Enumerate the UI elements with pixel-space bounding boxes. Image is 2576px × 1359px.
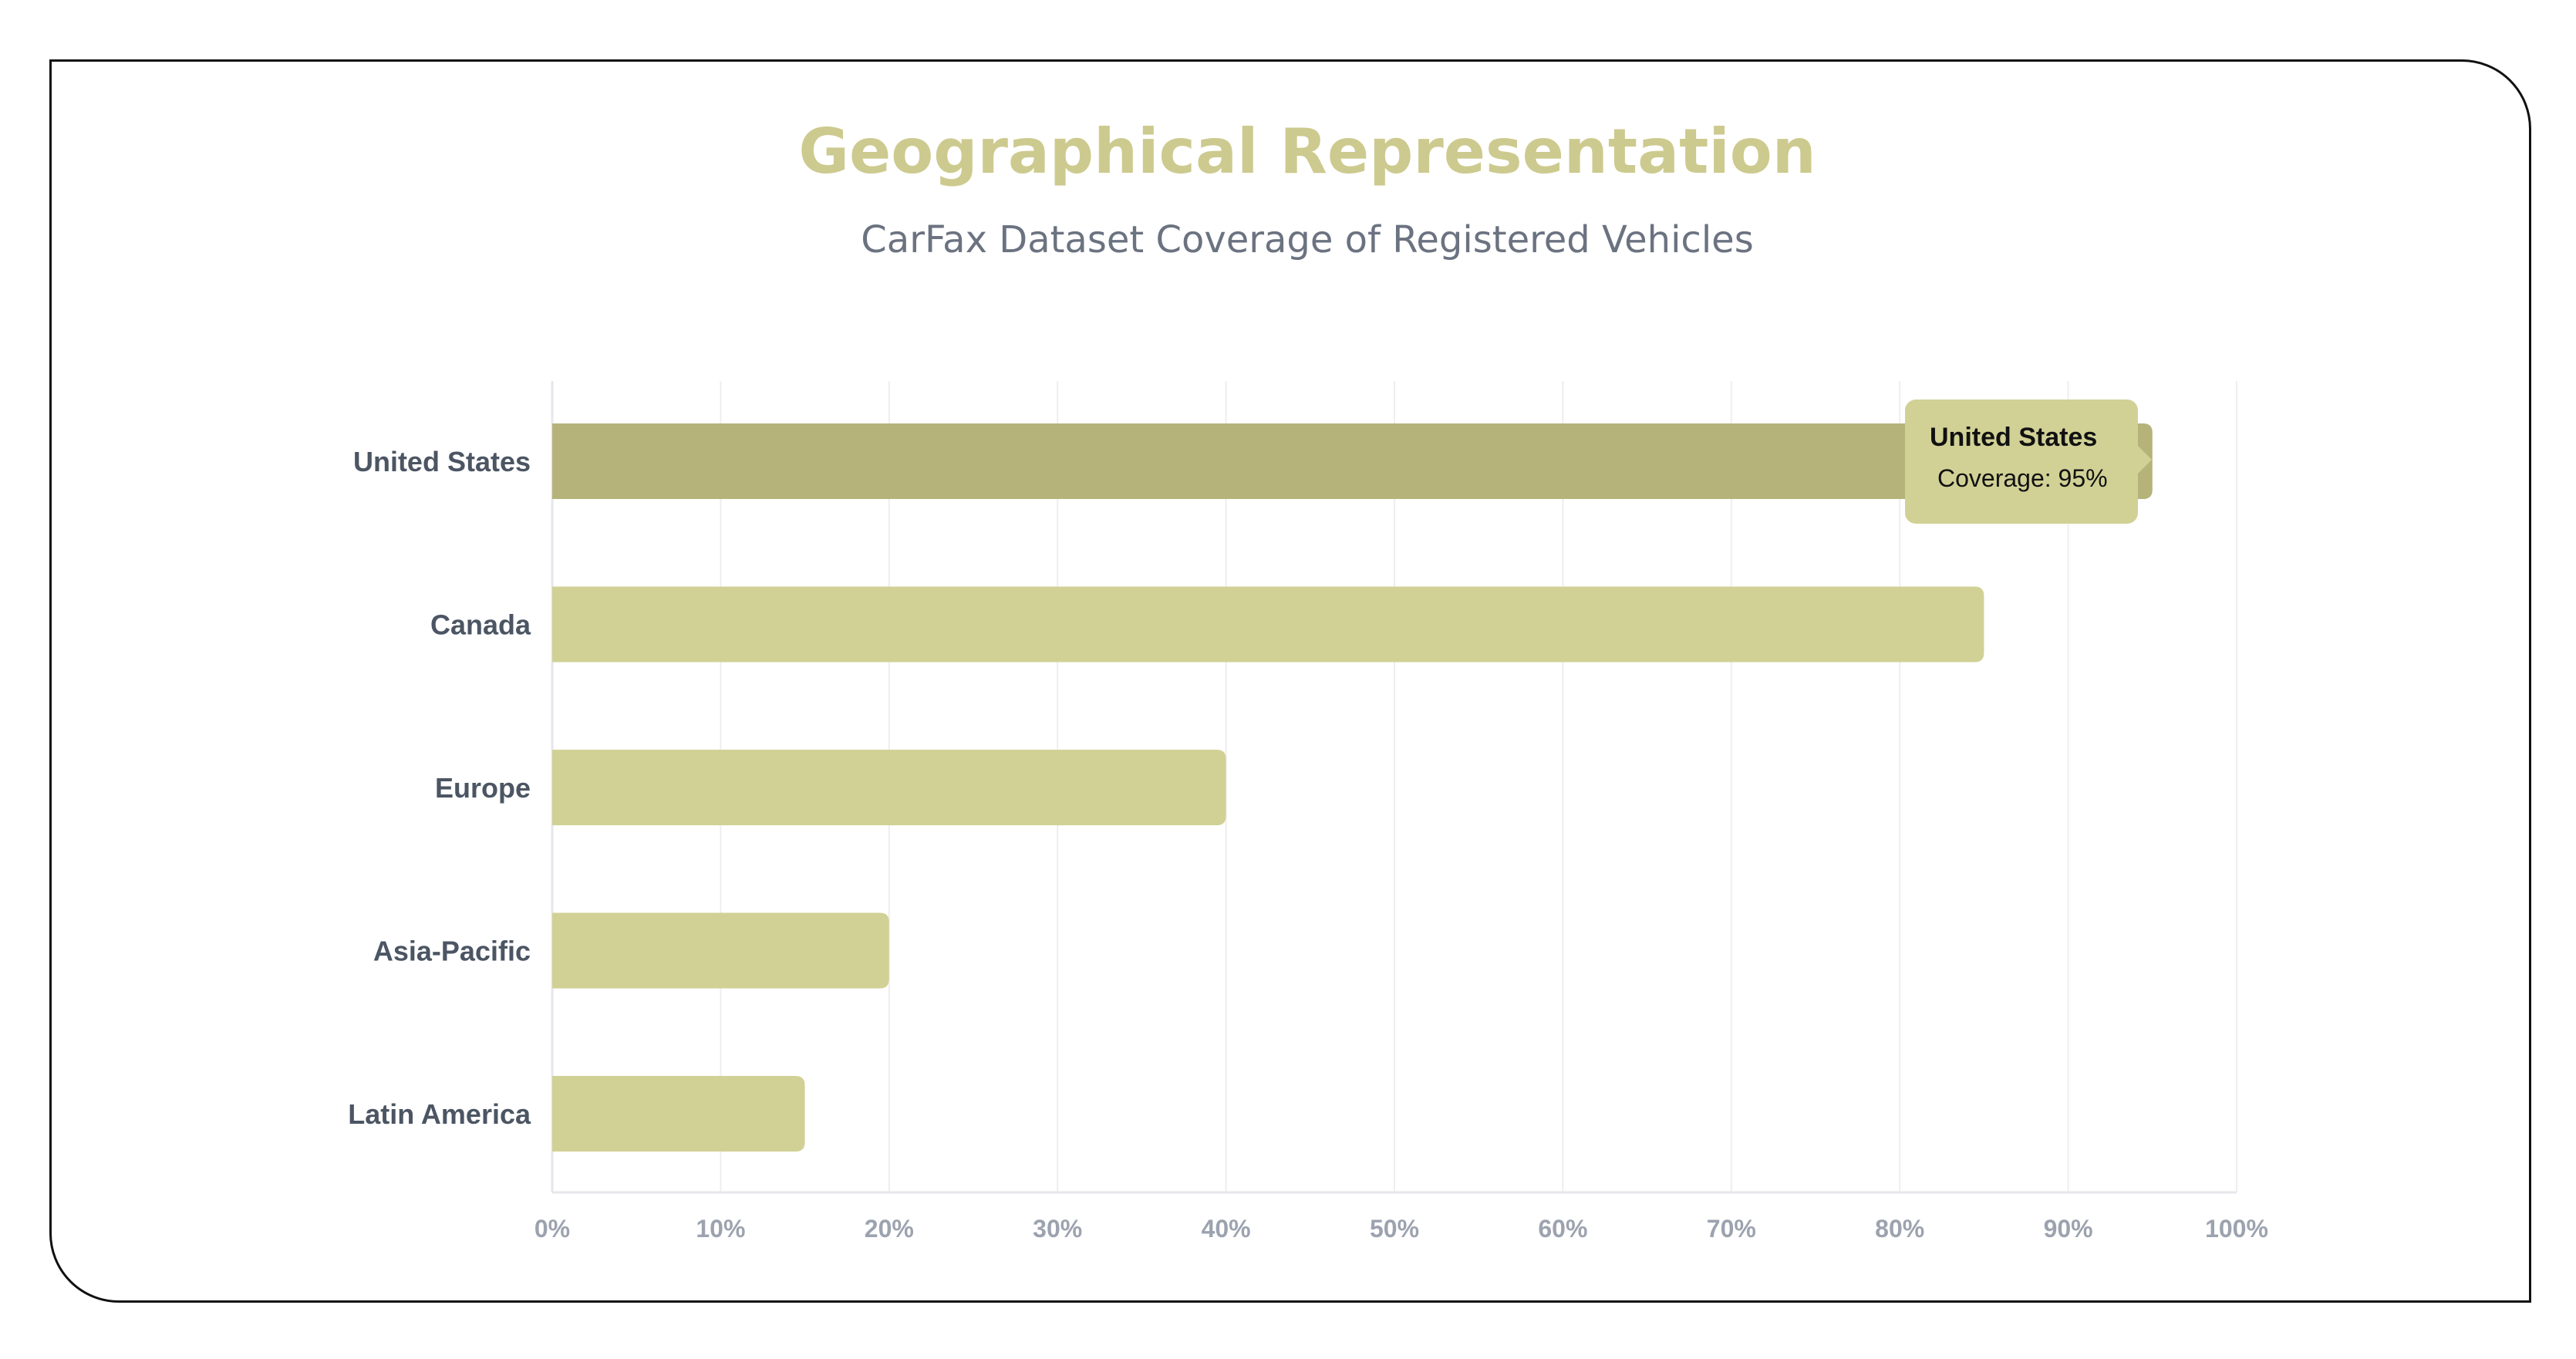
bar-latin-america — [552, 1076, 805, 1152]
category-labels: United States Canada Europe Asia-Pacific Lat… — [348, 446, 531, 1130]
x-tick-label: 100% — [2205, 1215, 2268, 1243]
x-tick-label: 70% — [1707, 1215, 1756, 1243]
x-tick-label: 20% — [865, 1215, 914, 1243]
category-label: United States — [353, 446, 531, 477]
x-tick-label: 50% — [1370, 1215, 1419, 1243]
tooltip-title: United States — [1930, 423, 2098, 452]
x-tick-label: 90% — [2044, 1215, 2093, 1243]
x-tick-label: 80% — [1875, 1215, 1924, 1243]
x-tick-label: 40% — [1202, 1215, 1251, 1243]
tooltip-body: Coverage: 95% — [1937, 464, 2108, 492]
bar-europe — [552, 750, 1226, 825]
category-label: Canada — [430, 609, 531, 641]
category-label: Asia-Pacific — [373, 936, 531, 967]
tooltip-arrow — [2138, 446, 2152, 474]
x-axis-ticks: 0% 10% 20% 30% 40% 50% 60% 70% 80% 90% 100% — [534, 1215, 2268, 1243]
chart-card — [49, 59, 2531, 1303]
chart-subtitle: CarFax Dataset Coverage of Registered Ve… — [861, 218, 1754, 261]
category-label: Latin America — [348, 1098, 531, 1130]
bar-canada — [552, 586, 1984, 663]
x-tick-label: 10% — [696, 1215, 745, 1243]
bar-united-states — [552, 423, 2153, 499]
x-tick-label: 60% — [1538, 1215, 1587, 1243]
x-tick-label: 0% — [534, 1215, 570, 1243]
category-label: Europe — [435, 772, 531, 804]
tooltip: United States Coverage: 95% — [1905, 400, 2152, 524]
bar-asia-pacific — [552, 912, 889, 989]
bars — [552, 423, 2153, 1152]
chart-title: Geographical Representation — [798, 116, 1816, 187]
x-tick-label: 30% — [1033, 1215, 1082, 1243]
